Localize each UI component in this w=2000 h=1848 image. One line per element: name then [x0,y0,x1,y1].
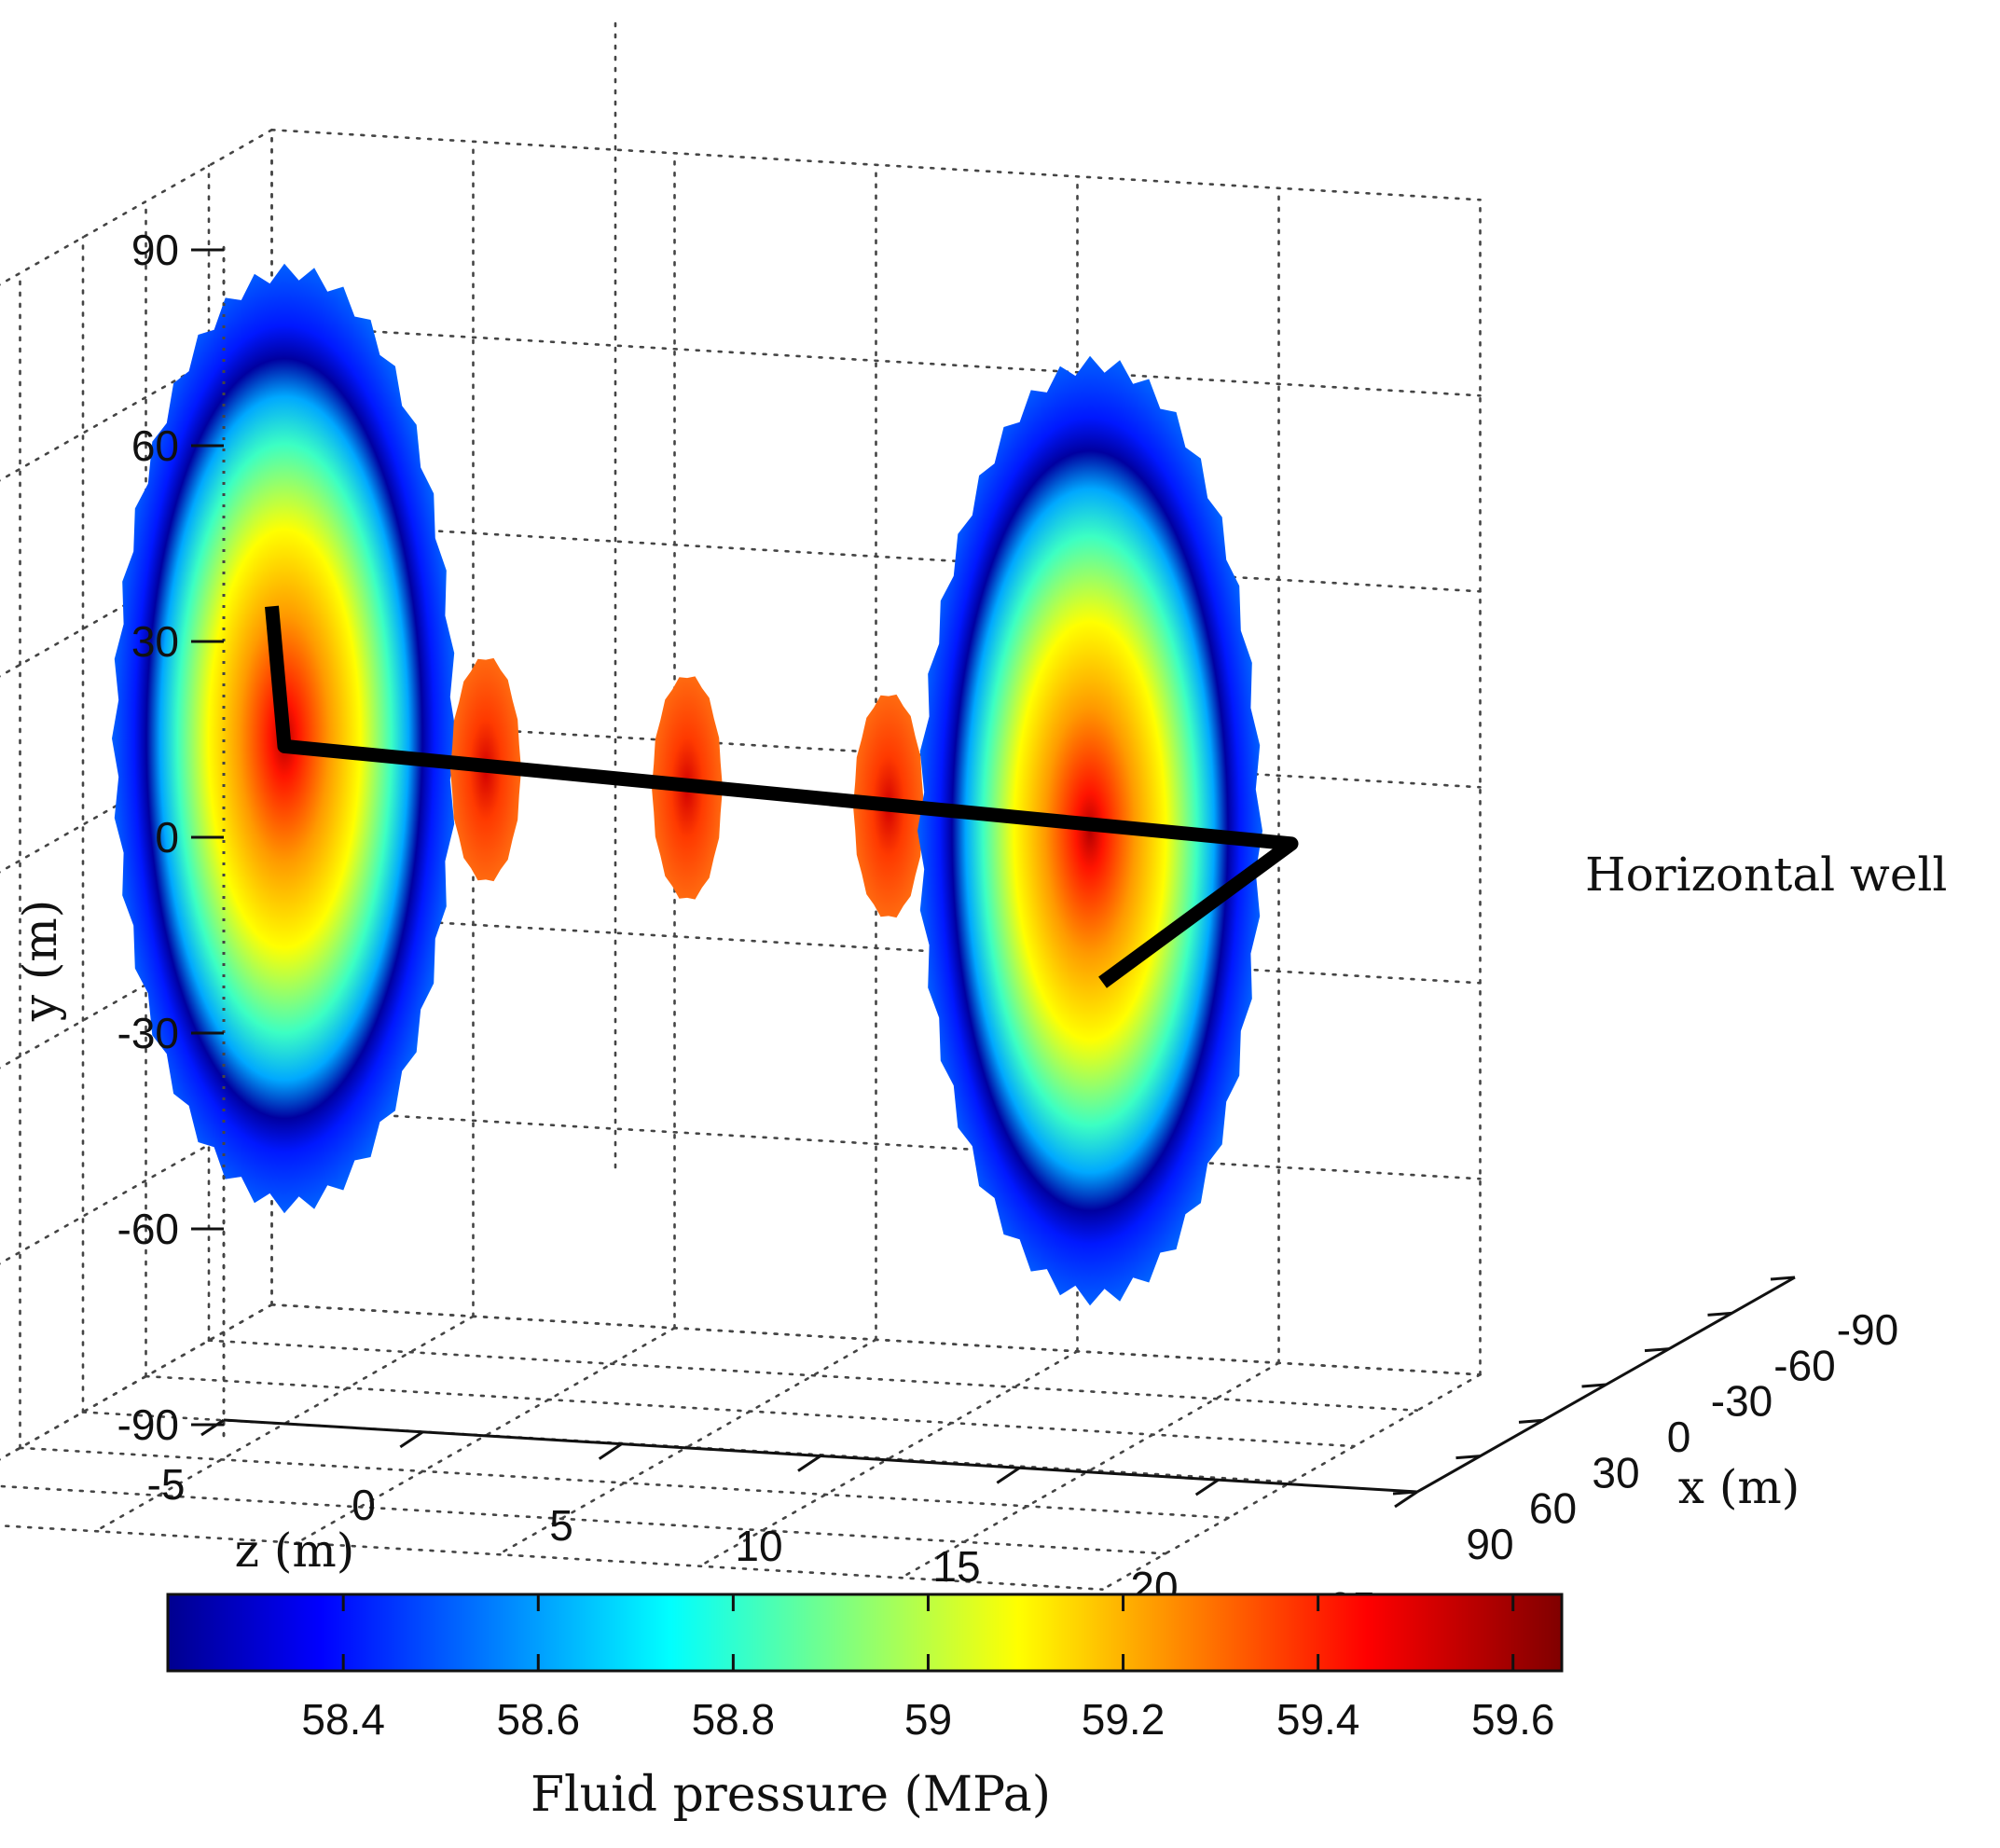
colorbar: 58.4 58.6 58.8 59 59.2 59.4 59.6 Fluid pressur… [166,1593,1564,1823]
y-tick-label: -90 [117,1400,179,1449]
grid-line [270,1303,1482,1376]
z-tick-label: 10 [735,1522,782,1570]
x-tick-label: -90 [1837,1305,1898,1354]
x-tick-mark [1392,1490,1418,1496]
x-tick-label: -60 [1773,1341,1835,1389]
x-tick-label: 60 [1529,1484,1577,1533]
x-tick-label: -30 [1711,1377,1772,1426]
z-tick-mark [1394,1490,1418,1509]
x-tick-label: 90 [1466,1520,1513,1568]
colorbar-tick-label: 58.4 [301,1695,385,1744]
grid-line [145,1374,1356,1448]
colorbar-tick-label: 59.2 [1082,1695,1166,1744]
colorbar-ticks: 58.4 58.6 58.8 59 59.2 59.4 59.6 [301,1594,1554,1744]
colorbar-gradient [166,1593,1564,1673]
z-tick-label: -5 [147,1460,186,1509]
z-tick-mark [200,1418,225,1437]
x-tick-mark [1455,1455,1481,1460]
grid-line [19,1446,1230,1520]
grid-line [0,1524,1104,1591]
colorbar-tick-label: 59 [904,1695,952,1744]
y-tick-label: -30 [117,1009,179,1057]
x-axis-ticks: -90-60-30 0 30 60 90 [1392,1276,1898,1568]
z-tick-mark [1194,1478,1220,1496]
x-tick-mark [1644,1347,1670,1353]
x-tick-mark [1518,1418,1544,1424]
z-tick-mark [399,1430,424,1449]
horizontal-well [265,605,1299,988]
grid-line [207,1339,1419,1412]
z-axis-title: z (m) [235,1524,355,1578]
grid-line [270,324,1482,397]
colorbar-tick-label: 58.6 [497,1695,581,1744]
z-tick-mark [797,1455,821,1472]
y-tick-label: 0 [155,813,179,862]
x-tick-label: 30 [1592,1448,1639,1496]
y-tick-label: -60 [117,1205,179,1253]
colorbar-tick-label: 58.8 [692,1695,776,1744]
z-tick-mark [996,1467,1021,1484]
x-tick-label: 0 [1667,1413,1691,1461]
grid-line [270,1108,1482,1180]
well-annotation: Horizontal well [1585,848,1947,902]
y-axis-ticks: 90 60 30 0 -30 -60 -90 [117,226,224,1449]
well-line [265,605,1299,988]
z-tick-mark [598,1442,623,1460]
x-tick-mark [1707,1311,1732,1317]
z-tick-label: 15 [932,1542,980,1591]
z-tick-label: 5 [549,1501,573,1550]
z-tick-label: 0 [352,1481,376,1529]
y-tick-label: 90 [131,226,179,274]
x-axis-title: x (m) [1678,1460,1800,1514]
colorbar-tick-label: 59.4 [1276,1695,1360,1744]
colorbar-title: Fluid pressure (MPa) [531,1767,1051,1823]
grid-line [270,129,1482,201]
y-tick-label: 30 [131,617,179,666]
x-tick-mark [1581,1383,1607,1388]
y-axis-title: y (m) [13,900,67,1023]
x-tick-mark [1770,1276,1796,1281]
grid-line [0,1484,1167,1555]
colorbar-tick-label: 59.6 [1471,1695,1555,1744]
y-tick-label: 60 [131,421,179,470]
